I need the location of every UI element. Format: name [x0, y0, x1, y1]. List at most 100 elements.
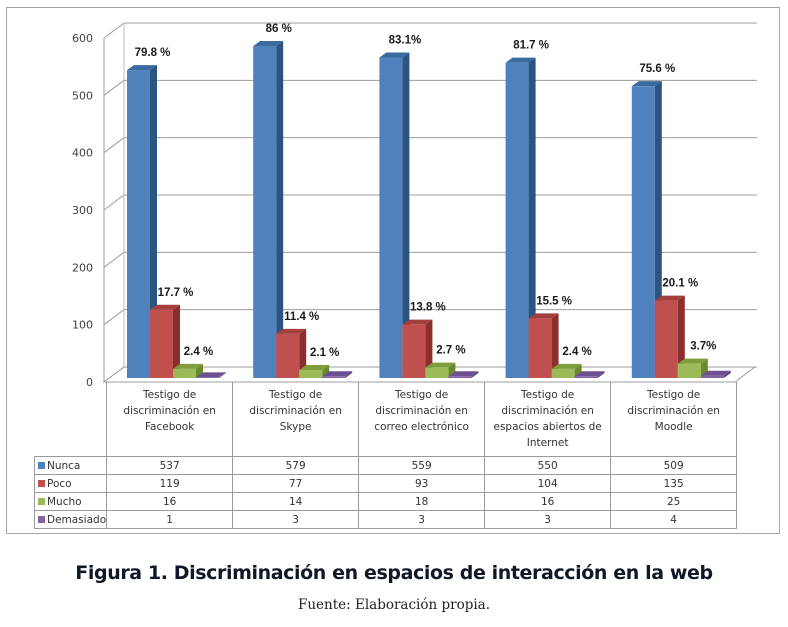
- category-label: Testigo de discriminación en espacios abie…: [484, 382, 612, 457]
- legend-swatch: [38, 461, 45, 469]
- bar-poco: [402, 324, 426, 378]
- bar-top-nunca: [379, 52, 410, 58]
- bar-side-poco: [299, 328, 307, 378]
- legend-label: Nunca: [47, 459, 81, 472]
- category-label-line: espacios abiertos de: [493, 421, 602, 433]
- bar-side-mucho: [322, 364, 330, 378]
- bar-top-poco: [276, 328, 307, 334]
- y-tick-label: 0: [86, 376, 93, 389]
- legend-entry: Demasiado: [33, 510, 108, 529]
- bar-top-nunca: [631, 81, 662, 87]
- table-cell-value: 3: [232, 510, 360, 529]
- data-label-mucho: 3.7%: [690, 341, 716, 353]
- legend-entry: Nunca: [33, 456, 108, 475]
- data-label-mucho: 2.7 %: [436, 345, 465, 357]
- bar-side-demasiado: [345, 371, 353, 378]
- bar-poco: [654, 300, 678, 378]
- bar-mucho: [677, 363, 701, 378]
- data-label-poco: 20.1 %: [662, 278, 698, 290]
- category-label-line: Testigo de: [395, 389, 449, 401]
- category-label: Testigo de discriminación en Facebook: [106, 382, 234, 457]
- bar-poco: [528, 318, 552, 378]
- bar-side-mucho: [196, 363, 203, 378]
- table-cell-value: 104: [484, 474, 612, 493]
- category-label-line: Facebook: [144, 421, 195, 433]
- bar-top-mucho: [677, 358, 708, 364]
- axis-depth-connector: [103, 22, 125, 39]
- bar-top-poco: [150, 304, 180, 310]
- data-label-poco: 17.7 %: [158, 287, 194, 299]
- bar-demasiado: [700, 375, 724, 378]
- bar-side-demasiado: [723, 370, 731, 378]
- y-tick-label: 400: [72, 147, 93, 160]
- table-cell-value: 559: [358, 456, 486, 475]
- bar-nunca: [505, 62, 529, 379]
- legend-entry: Poco: [33, 474, 108, 493]
- bar-top-mucho: [551, 363, 582, 369]
- data-table: Testigo de discriminación en Facebook Testi…: [33, 382, 738, 529]
- bar-top-nunca: [253, 41, 284, 47]
- bar-top-mucho: [299, 364, 330, 370]
- axis-depth-connector: [103, 79, 125, 96]
- axis-depth-connector: [103, 137, 125, 154]
- table-cell-value: 550: [484, 456, 612, 475]
- bar-side-mucho: [574, 363, 582, 378]
- legend-swatch: [38, 515, 45, 523]
- table-corner: [35, 382, 107, 457]
- data-label-mucho: 2.1 %: [310, 347, 339, 359]
- axis-depth-connector: [103, 251, 125, 268]
- bar-top-poco: [654, 295, 685, 301]
- category-label-line: Testigo de: [521, 389, 575, 401]
- data-label-poco: 15.5 %: [536, 295, 572, 307]
- data-label-nunca: 83.1%: [389, 35, 422, 47]
- bar-top-nunca: [127, 65, 157, 71]
- table-cell-value: 509: [610, 456, 738, 475]
- bar-side-demasiado: [597, 371, 605, 378]
- bar-top-poco: [402, 319, 433, 325]
- data-label-nunca: 86 %: [266, 23, 292, 35]
- table-cell-value: 3: [484, 510, 612, 529]
- bar-demasiado: [322, 376, 346, 378]
- bar-side-poco: [173, 304, 180, 378]
- figure-caption-title: Figura 1. Discriminación en espacios de …: [75, 562, 713, 584]
- data-label-poco: 11.4 %: [284, 311, 319, 323]
- category-label-line: Testigo de: [269, 389, 323, 401]
- bar-side-nunca: [276, 41, 284, 378]
- table-cell-value: 4: [610, 510, 738, 529]
- table-cell-value: 135: [610, 474, 738, 493]
- table-cell-value: 3: [358, 510, 486, 529]
- table-cell-value: 119: [106, 474, 234, 493]
- table-cell-value: 16: [106, 492, 234, 511]
- category-label: Testigo de discriminación en Skype: [232, 382, 360, 457]
- category-label-line: discriminación en: [501, 405, 594, 417]
- data-label-poco: 13.8 %: [410, 302, 446, 314]
- bar-nunca: [631, 86, 655, 378]
- bar-side-nunca: [528, 57, 536, 379]
- bar-poco: [150, 309, 173, 378]
- category-label-line: discriminación en: [627, 405, 720, 417]
- bar-top-mucho: [425, 362, 456, 368]
- bar-side-demasiado: [471, 371, 479, 378]
- legend-swatch: [38, 479, 45, 487]
- category-label-line: Testigo de: [647, 389, 701, 401]
- category-label-line: discriminación en: [375, 405, 468, 417]
- table-cell-value: 16: [484, 492, 612, 511]
- bar-demasiado: [196, 377, 219, 378]
- bar-side-poco: [425, 319, 433, 378]
- bar-demasiado: [574, 376, 598, 378]
- bar-side-demasiado: [219, 372, 226, 378]
- table-cell-value: 93: [358, 474, 486, 493]
- bar-side-poco: [551, 313, 559, 378]
- bar-top-demasiado: [322, 371, 353, 377]
- table-cell-value: 14: [232, 492, 360, 511]
- bar-top-demasiado: [574, 371, 605, 377]
- bar-demasiado: [448, 376, 472, 378]
- bar-top-demasiado: [700, 370, 731, 376]
- table-row: Nunca 537 579 559 550 509: [33, 456, 738, 475]
- data-label-nunca: 79.8 %: [135, 47, 171, 59]
- bar-poco: [276, 333, 300, 378]
- table-cell-value: 537: [106, 456, 234, 475]
- bar-nunca: [127, 70, 150, 379]
- data-label-nunca: 81.7 %: [513, 40, 549, 52]
- bar-side-nunca: [150, 65, 157, 379]
